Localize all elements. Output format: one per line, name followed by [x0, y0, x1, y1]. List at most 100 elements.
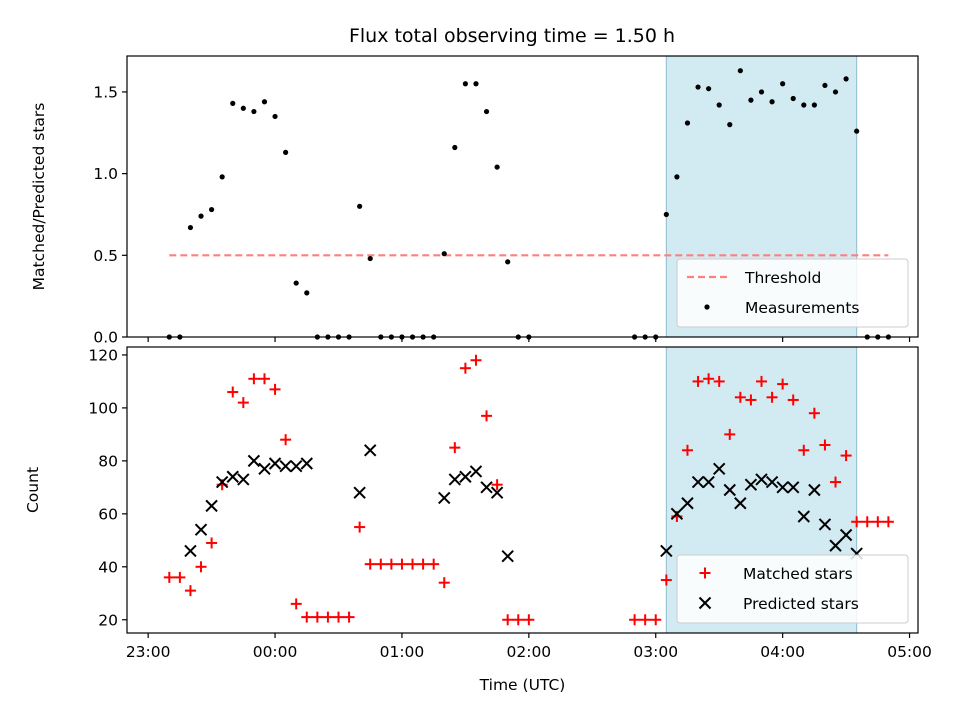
matched-star-point [660, 574, 672, 586]
chart-title: Flux total observing time = 1.50 h [349, 25, 675, 47]
measurement-point [367, 255, 373, 262]
predicted-star-point [364, 444, 377, 457]
measurement-point [473, 81, 479, 87]
matched-star-point [808, 407, 820, 419]
matched-star-point [882, 516, 894, 528]
bottom-legend-predicted-label: Predicted stars [743, 595, 859, 613]
x-tick-label: 05:00 [887, 643, 932, 661]
matched-star-point [491, 479, 503, 491]
measurement-point [737, 68, 743, 74]
predicted-star-point [818, 518, 832, 531]
predicted-star-point [247, 454, 261, 468]
measurement-point [706, 86, 712, 92]
measurement-point [251, 108, 257, 115]
matched-star-point [745, 394, 757, 406]
measurement-point [219, 174, 225, 180]
bottom-legend-matched-label: Matched stars [743, 565, 853, 583]
bottom-y-tick-label: 100 [88, 399, 118, 417]
measurement-point [684, 120, 691, 126]
matched-star-point [343, 611, 355, 623]
matched-star-point [703, 373, 715, 385]
matched-star-point [819, 439, 831, 451]
predicted-star-point [839, 528, 853, 542]
predicted-star-point [744, 478, 758, 491]
legend-plus-marker [699, 567, 711, 579]
matched-star-point [724, 428, 736, 440]
matched-star-point [755, 375, 767, 387]
matched-star-point [417, 558, 429, 570]
matched-star-point [206, 537, 218, 549]
matched-star-point [290, 598, 302, 610]
matched-star-point [258, 373, 270, 385]
matched-star-point [332, 611, 344, 623]
matched-star-point [449, 442, 461, 454]
predicted-star-point [258, 462, 271, 476]
predicted-star-point [268, 457, 282, 470]
measurement-point [494, 164, 500, 170]
matched-star-point [787, 394, 799, 406]
measurement-point [483, 108, 490, 115]
matched-star-point [322, 611, 334, 623]
measurement-point [811, 102, 817, 108]
top-y-ticks: 0.0 0.5 1.0 1.5 [93, 83, 127, 347]
matched-star-point [861, 516, 873, 528]
measurement-point [187, 224, 194, 231]
measurement-point [198, 213, 204, 219]
x-tick-label: 23:00 [126, 643, 171, 661]
matched-star-point [280, 434, 292, 446]
bottom-x-ticks: 23:00 00:00 01:00 02:00 03:00 04:00 05:00 [126, 633, 932, 661]
x-tick-label: 03:00 [633, 643, 678, 661]
matched-star-point [385, 558, 397, 570]
measurement-point [854, 128, 860, 134]
bottom-legend-predicted-swatch [698, 596, 712, 610]
matched-star-point [396, 558, 408, 570]
matched-star-point [375, 558, 387, 570]
x-tick-label: 00:00 [253, 643, 298, 661]
predicted-star-point [448, 473, 462, 486]
matched-star-point [248, 373, 260, 385]
matched-star-point [269, 383, 281, 395]
top-y-axis-label: Matched/Predicted stars [30, 103, 48, 291]
top-legend-box [676, 258, 909, 328]
measurement-point [208, 206, 215, 213]
measurement-point [790, 95, 796, 102]
matched-star-point [438, 577, 450, 589]
measurement-point [357, 203, 363, 209]
matched-star-point [650, 614, 662, 626]
bottom-panel: 20 40 60 80 100 120 23:00 00:00 01:00 02:00 03:00… [24, 346, 932, 694]
top-y-tick-label: 1.0 [93, 165, 118, 183]
matched-star-point [184, 585, 196, 597]
bottom-legend-matched-swatch [699, 567, 711, 579]
predicted-star-point [808, 483, 821, 497]
bottom-y-axis-label: Count [24, 467, 42, 513]
predicted-star-point [776, 481, 789, 494]
bottom-legend: Matched stars Predicted stars [676, 554, 909, 624]
predicted-star-point [226, 470, 239, 483]
predicted-star-point [215, 475, 229, 489]
measurement-point [822, 82, 828, 89]
predicted-star-point [670, 507, 684, 521]
top-y-tick-label: 1.5 [93, 83, 118, 101]
bottom-y-tick-label: 40 [98, 558, 118, 576]
predicted-star-point [501, 549, 514, 563]
matched-star-point [830, 476, 842, 488]
matched-star-point [851, 516, 863, 528]
x-axis-label: Time (UTC) [479, 676, 566, 694]
top-legend-measurements-swatch [704, 304, 710, 310]
predicted-star-point [353, 486, 366, 499]
predicted-star-point [469, 465, 483, 478]
predicted-star-point [755, 473, 768, 486]
x-tick-label: 02:00 [507, 643, 552, 661]
predicted-star-point [702, 475, 715, 489]
matched-star-point [777, 378, 789, 390]
predicted-star-point [480, 481, 493, 494]
matched-star-point [163, 571, 175, 583]
measurement-point [663, 211, 669, 218]
matched-star-point [681, 444, 693, 456]
top-legend-threshold-label: Threshold [744, 269, 821, 287]
bottom-axes-frame [126, 346, 919, 634]
predicted-star-point [490, 486, 504, 499]
predicted-star-point [459, 470, 472, 483]
measurement-point [230, 100, 236, 106]
